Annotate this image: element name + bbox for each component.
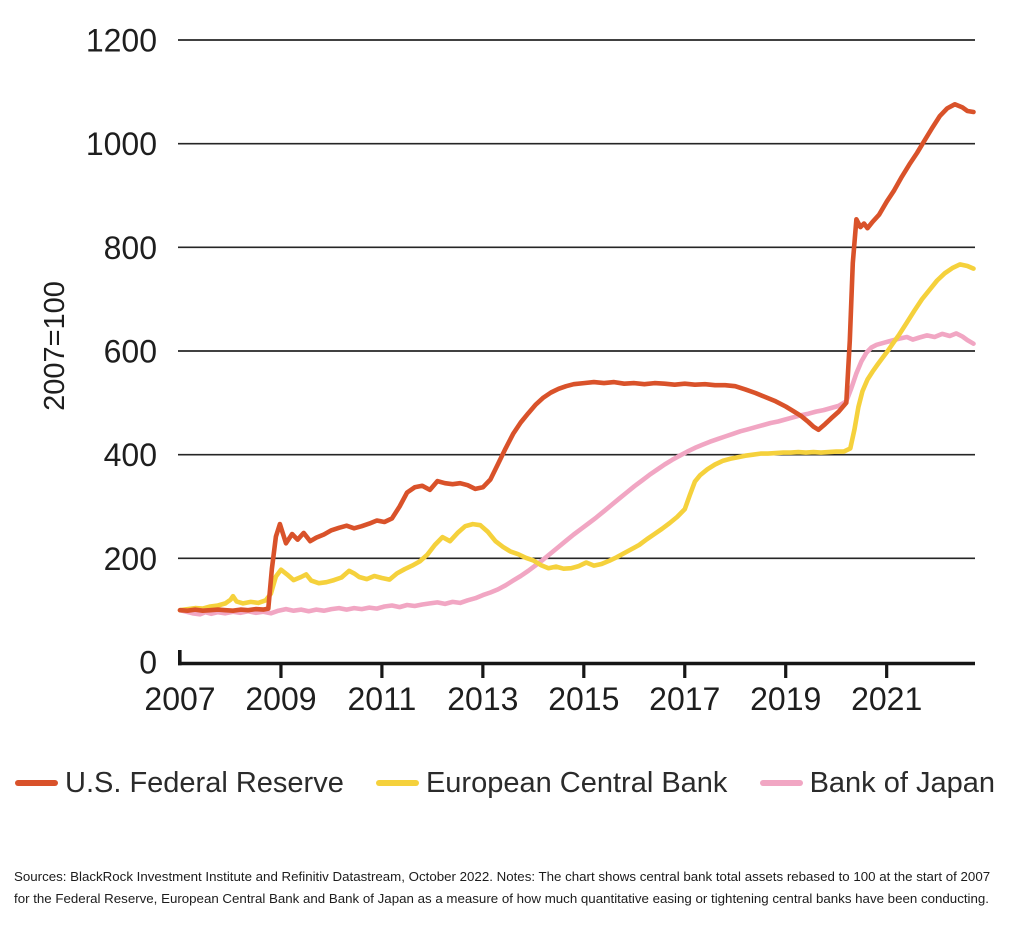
legend-item-u-s-federal-reserve: U.S. Federal Reserve	[15, 767, 344, 800]
legend-label-u-s-federal-reserve: U.S. Federal Reserve	[65, 766, 344, 799]
legend-swatch-bank-of-japan	[759, 780, 803, 786]
legend-swatch-u-s-federal-reserve	[15, 780, 58, 786]
y-tick-label-600: 600	[104, 334, 157, 370]
y-tick-label-400: 400	[104, 437, 157, 473]
series-line-european-central-bank	[177, 262, 976, 613]
x-tick-label-2007: 2007	[144, 681, 215, 717]
legend-label-bank-of-japan: Bank of Japan	[809, 766, 995, 799]
grid-layer	[178, 39, 975, 560]
legend-swatch-european-central-bank	[375, 780, 419, 786]
x-tick-label-2019: 2019	[750, 681, 821, 717]
x-tick-label-2011: 2011	[347, 681, 416, 717]
x-tick-label-2013: 2013	[447, 681, 518, 717]
x-axis	[178, 650, 975, 678]
central-bank-assets-chart: 0 200 400 600 800 1000 1200 2007 2009 2011 2013 201…	[39, 23, 976, 718]
axis-labels: 0 200 400 600 800 1000 1200 2007 2009 2011 2013 201…	[86, 23, 922, 718]
legend: U.S. Federal Reserve European Central Ban…	[15, 762, 995, 804]
legend-label-european-central-bank: European Central Bank	[425, 766, 728, 799]
series-layer	[177, 102, 976, 617]
legend-item-bank-of-japan: Bank of Japan	[759, 766, 995, 800]
y-tick-label-200: 200	[104, 541, 157, 577]
x-tick-label-2015: 2015	[548, 681, 619, 717]
y-tick-label-1200: 1200	[86, 23, 157, 59]
y-tick-label-1000: 1000	[86, 126, 157, 162]
series-line-bank-of-japan	[177, 331, 976, 617]
series-line-u-s-federal-reserve	[177, 102, 976, 614]
x-tick-label-2009: 2009	[245, 681, 316, 717]
y-tick-label-0: 0	[139, 645, 157, 681]
source-notes: Sources: BlackRock Investment Institute …	[14, 869, 991, 906]
y-tick-label-800: 800	[104, 230, 157, 266]
y-axis-title: 2007=100	[39, 281, 71, 411]
legend-item-european-central-bank: European Central Bank	[375, 766, 728, 800]
x-tick-label-2017: 2017	[649, 681, 720, 717]
x-tick-label-2021: 2021	[851, 681, 922, 717]
